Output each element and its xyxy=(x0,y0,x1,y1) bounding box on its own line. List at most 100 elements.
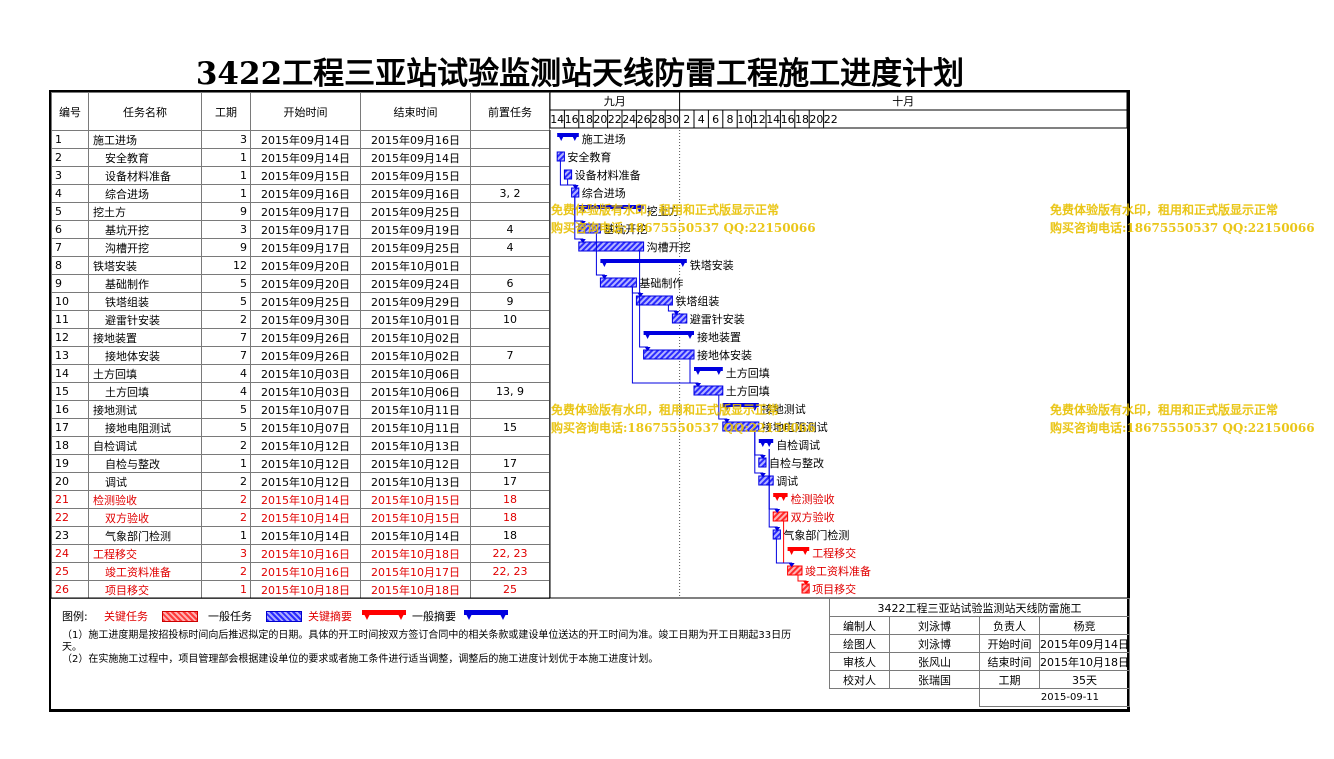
info-cell: 刘泳博 xyxy=(889,616,980,635)
summary-cap-left xyxy=(557,133,566,141)
task-bar xyxy=(693,385,724,396)
bar-label: 项目移交 xyxy=(812,582,856,596)
dependency-line xyxy=(783,521,793,566)
bar-label: 双方验收 xyxy=(791,510,835,524)
dependency-arrow xyxy=(774,527,781,531)
watermark-line1: 免费体验版有水印，租用和正式版显示正常 xyxy=(551,202,779,217)
day-tick-label: 26 xyxy=(637,113,651,126)
task-row: 21 检测验收 2 2015年10月14日 2015年10月15日 18 xyxy=(51,490,550,509)
legend-normal-summary-label: 一般摘要 xyxy=(412,610,456,623)
task-name: 自检调试 xyxy=(88,436,202,455)
info-cell: 张瑞国 xyxy=(889,670,980,689)
bar-label: 调试 xyxy=(776,475,798,488)
task-end: 2015年10月17日 xyxy=(360,562,471,581)
month-label: 九月 xyxy=(604,95,626,108)
watermark-line2: 购买咨询电话:18675550537 QQ:22150066 xyxy=(1050,420,1315,435)
day-tick-label: 14 xyxy=(550,113,564,126)
bar-label: 基坑开挖 xyxy=(603,222,647,236)
task-start: 2015年10月03日 xyxy=(250,364,361,383)
bar-label: 检测验收 xyxy=(791,492,835,506)
bar-label: 竣工资料准备 xyxy=(805,564,871,578)
task-end: 2015年09月25日 xyxy=(360,238,471,257)
task-row: 8 铁塔安装 12 2015年09月20日 2015年10月01日 xyxy=(51,256,550,275)
summary-cap-left xyxy=(787,547,796,555)
task-row: 12 接地装置 7 2015年09月26日 2015年10月02日 xyxy=(51,328,550,347)
watermark-line2: 购买咨询电话:18675550537 QQ:22150066 xyxy=(551,420,816,435)
task-predecessors: 17 xyxy=(470,454,550,473)
task-row: 3 设备材料准备 1 2015年09月15日 2015年09月15日 xyxy=(51,166,550,185)
summary-cap-left xyxy=(600,259,609,267)
dependency-line xyxy=(595,233,605,278)
day-tick-label: 22 xyxy=(608,113,622,126)
task-start: 2015年10月16日 xyxy=(250,544,361,563)
task-bar xyxy=(758,457,767,468)
summary-cap-right xyxy=(801,547,810,555)
task-end: 2015年10月13日 xyxy=(360,436,471,455)
task-id: 10 xyxy=(51,292,89,311)
col-header-predecessors: 前置任务 xyxy=(470,92,550,131)
info-cell: 绘图人 xyxy=(829,634,890,653)
bar-label: 沟槽开挖 xyxy=(647,240,691,254)
bar-label: 接地体安装 xyxy=(697,348,752,362)
info-cell: 35天 xyxy=(1038,670,1131,689)
task-end: 2015年10月14日 xyxy=(360,526,471,545)
task-start: 2015年10月07日 xyxy=(250,418,361,437)
page-title: 3422工程三亚站试验监测站天线防雷工程施工进度计划 xyxy=(195,56,965,92)
task-row: 19 自检与整改 1 2015年10月12日 2015年10月12日 17 xyxy=(51,454,550,473)
task-name: 双方验收 xyxy=(88,508,202,527)
task-end: 2015年10月01日 xyxy=(360,310,471,329)
task-row: 26 项目移交 1 2015年10月18日 2015年10月18日 25 xyxy=(51,580,550,599)
task-row: 17 接地电阻测试 5 2015年10月07日 2015年10月11日 15 xyxy=(51,418,550,437)
task-end: 2015年09月16日 xyxy=(360,130,471,149)
summary-bar xyxy=(722,403,759,407)
day-tick-label: 10 xyxy=(737,113,751,126)
task-start: 2015年09月20日 xyxy=(250,274,361,293)
dependency-arrow xyxy=(601,275,608,279)
task-row: 18 自检调试 2 2015年10月12日 2015年10月13日 xyxy=(51,436,550,455)
task-name: 避雷针安装 xyxy=(88,310,202,329)
bar-label: 铁塔安装 xyxy=(690,258,734,272)
day-tick-label: 14 xyxy=(766,113,780,126)
day-tick-label: 6 xyxy=(712,113,719,126)
day-tick-label: 24 xyxy=(622,113,636,126)
dependency-arrow xyxy=(774,509,781,513)
bar-label: 接地测试 xyxy=(762,403,806,416)
summary-bar xyxy=(600,259,687,263)
task-start: 2015年10月03日 xyxy=(250,382,361,401)
summary-cap-right xyxy=(750,403,759,411)
task-end: 2015年10月11日 xyxy=(360,418,471,437)
dependency-arrow xyxy=(788,563,795,567)
bar-label: 气象部门检测 xyxy=(783,528,849,542)
task-bar xyxy=(722,421,760,432)
task-bar xyxy=(787,565,803,576)
summary-bar xyxy=(694,367,723,371)
day-tick-label: 16 xyxy=(565,113,579,126)
task-id: 12 xyxy=(51,328,89,347)
task-start: 2015年09月14日 xyxy=(250,148,361,167)
task-name: 铁塔安装 xyxy=(88,256,202,275)
task-start: 2015年10月12日 xyxy=(250,472,361,491)
legend-critical-task-label: 关键任务 xyxy=(104,610,148,623)
month-label: 十月 xyxy=(892,94,914,108)
bar-label: 施工进场 xyxy=(582,132,626,146)
task-bar xyxy=(571,187,580,198)
legend-normal-task-label: 一般任务 xyxy=(208,610,252,623)
task-name: 气象部门检测 xyxy=(88,526,202,545)
bar-label: 避雷针安装 xyxy=(690,312,745,326)
task-id: 26 xyxy=(51,580,89,599)
bar-label: 综合进场 xyxy=(582,186,626,200)
task-row: 9 基础制作 5 2015年09月20日 2015年09月24日 6 xyxy=(51,274,550,293)
col-header-duration: 工期 xyxy=(201,92,251,131)
summary-bar xyxy=(643,331,694,335)
summary-bar xyxy=(557,133,579,137)
task-row: 14 土方回填 4 2015年10月03日 2015年10月06日 xyxy=(51,364,550,383)
watermark-line2: 购买咨询电话:18675550537 QQ:22150066 xyxy=(551,220,816,235)
info-cell: 编制人 xyxy=(829,616,890,635)
task-name: 项目移交 xyxy=(88,580,202,599)
task-row: 10 铁塔组装 5 2015年09月25日 2015年09月29日 9 xyxy=(51,292,550,311)
info-cell: 校对人 xyxy=(829,670,890,689)
task-row: 22 双方验收 2 2015年10月14日 2015年10月15日 18 xyxy=(51,508,550,527)
info-cell: 刘泳博 xyxy=(889,634,980,653)
summary-cap-right xyxy=(570,133,579,141)
